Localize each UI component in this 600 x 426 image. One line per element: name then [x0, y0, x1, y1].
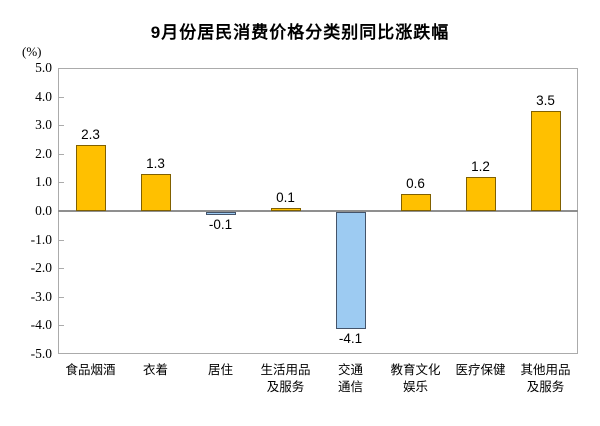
- y-axis-tick-label: -1.0: [30, 231, 52, 247]
- y-axis-tick-mark: [59, 239, 64, 241]
- bar-4: [270, 208, 301, 211]
- y-axis-tick-label: -4.0: [30, 317, 52, 333]
- x-axis-category-label: 医疗保健: [455, 363, 506, 377]
- y-axis-tick-label: 4.0: [35, 88, 52, 104]
- bar-value-label: 3.5: [536, 92, 555, 108]
- bar-3: [205, 212, 236, 215]
- x-axis-category-label: 其他用品 及服务: [520, 363, 571, 394]
- y-axis-tick-mark: [59, 268, 64, 270]
- y-axis-tick-label: -3.0: [30, 288, 52, 304]
- bar-1: [75, 145, 106, 211]
- chart-title: 9月份居民消费价格分类别同比涨跌幅: [150, 23, 450, 42]
- y-axis-tick-mark: [59, 325, 64, 327]
- bar-7: [465, 176, 496, 211]
- x-axis-category-label: 食品烟酒: [65, 363, 116, 377]
- bar-value-label: 0.1: [276, 190, 295, 206]
- zero-axis-line: [58, 210, 578, 212]
- y-axis-tick-label: 3.0: [35, 117, 52, 133]
- y-axis-tick-label: 5.0: [35, 60, 52, 75]
- y-axis-tick-label: 0.0: [35, 203, 52, 218]
- bar-2: [140, 173, 171, 211]
- y-axis-tick-label: 1.0: [35, 174, 52, 190]
- x-axis-category-label: 生活用品 及服务: [260, 363, 311, 394]
- x-axis-category-label: 交通 通信: [337, 363, 363, 394]
- bar-value-label: 2.3: [81, 127, 100, 143]
- y-axis-tick-mark: [59, 96, 64, 98]
- y-axis-tick-label: -2.0: [30, 260, 52, 276]
- bar-value-label: -0.1: [208, 216, 233, 232]
- x-axis-category-label: 教育文化 娱乐: [390, 363, 441, 394]
- y-axis-tick-mark: [59, 125, 64, 127]
- bar-value-label: 1.3: [146, 155, 165, 171]
- y-axis-tick-mark: [59, 182, 64, 184]
- x-axis-category-label: 居住: [207, 363, 233, 377]
- bar-6: [400, 193, 431, 211]
- y-axis-tick-label: 2.0: [35, 145, 52, 161]
- y-axis-tick-label: -5.0: [30, 346, 52, 361]
- bar-value-label: 0.6: [406, 175, 425, 191]
- y-axis-tick-mark: [59, 296, 64, 298]
- bar-value-label: 1.2: [471, 158, 490, 174]
- y-axis-tick-mark: [59, 153, 64, 155]
- x-axis-category-label: 衣着: [142, 363, 168, 377]
- bar-8: [530, 110, 561, 211]
- bar-value-label: -4.1: [338, 331, 363, 347]
- bar-5: [335, 212, 366, 330]
- y-axis-unit-label: (%): [22, 44, 42, 59]
